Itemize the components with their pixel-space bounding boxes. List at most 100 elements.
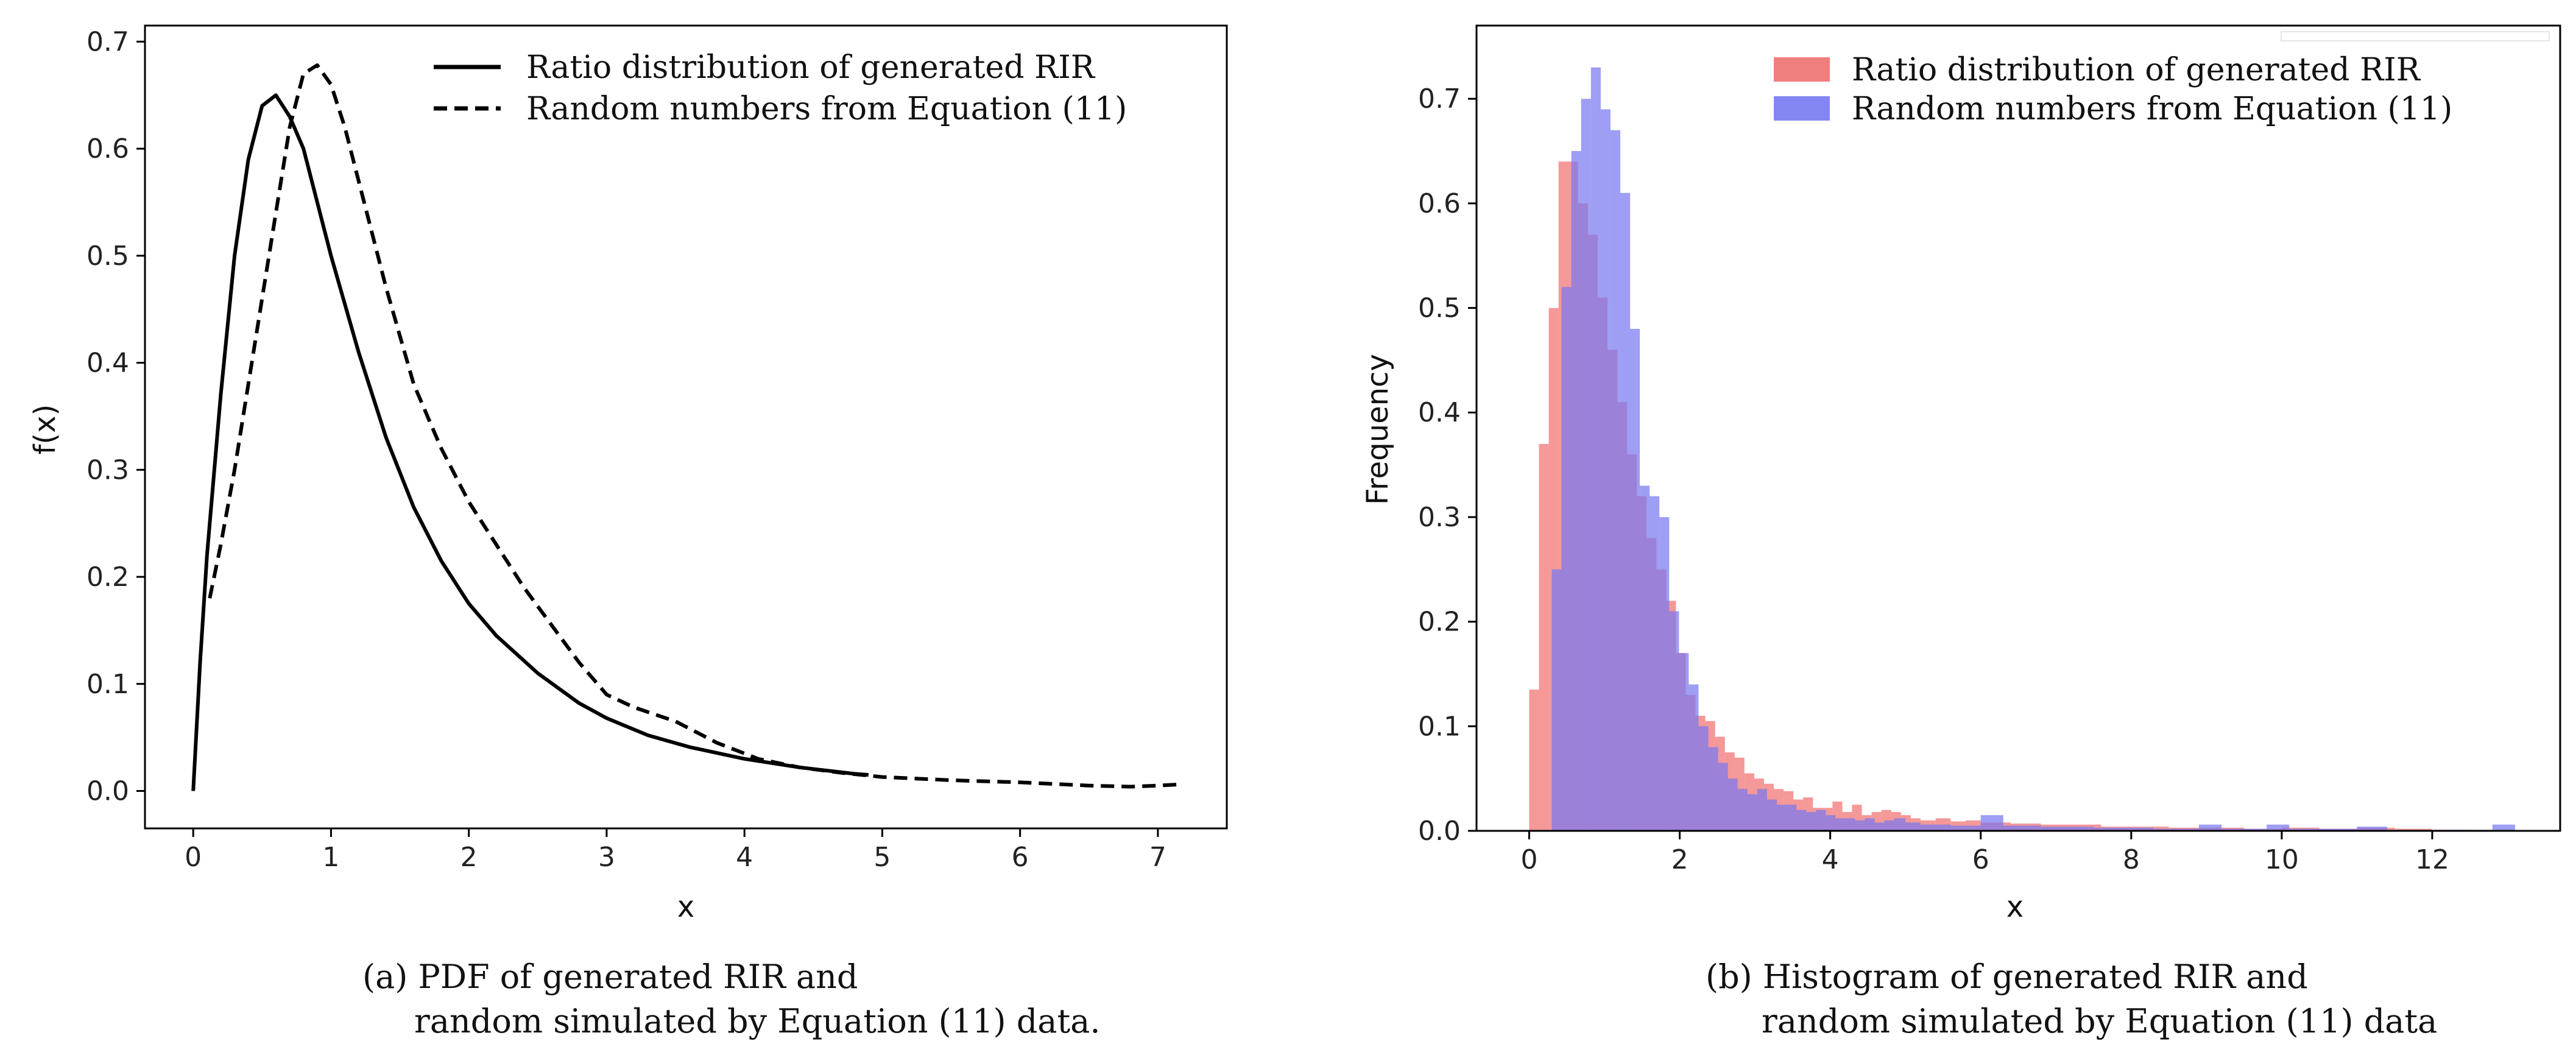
panel-b-x-tick-label: 4 [1822, 844, 1839, 875]
panel-a-legend-label-2: Random numbers from Equation (11) [526, 91, 1127, 127]
panel-b-histogram-chart: 0 2 4 6 8 10 12 0.0 0.1 0.2 0.3 0.4 0.5 0.6 0.7 x Freq… [1361, 24, 2561, 1040]
panel-b-y-tick-label: 0.1 [1418, 711, 1461, 742]
histogram-bar [1806, 812, 1816, 831]
histogram-bar [1650, 496, 1660, 831]
panel-a-axes-frame [144, 24, 1228, 830]
panel-b-legend: Ratio distribution of generated RIR Rand… [1774, 31, 2550, 127]
panel-b-y-tick-label: 0.2 [1418, 607, 1461, 638]
histogram-bar [1920, 824, 1936, 831]
histogram-bar [2289, 828, 2357, 831]
panel-a-y-tick-label: 0.1 [86, 669, 129, 700]
histogram-bar [1640, 485, 1650, 831]
histogram-bar [1551, 569, 1562, 831]
panel-a-series-solid-line [191, 93, 869, 791]
histogram-bar [1787, 805, 1797, 831]
panel-b-x-tick-label: 10 [2265, 844, 2299, 875]
histogram-bar [2492, 824, 2515, 831]
panel-b-legend-blue-swatch [1774, 96, 1830, 121]
histogram-bar [1816, 810, 1826, 831]
panel-b-x-tick-label: 2 [1671, 844, 1689, 875]
panel-b-x-tick-label: 6 [1972, 844, 1989, 875]
panel-b-y-tick-label: 0.4 [1418, 397, 1461, 428]
histogram-bar [1698, 726, 1709, 831]
histogram-bar [1590, 67, 1601, 831]
histogram-bar [1874, 822, 1885, 831]
panel-b-legend-label-1: Ratio distribution of generated RIR [1852, 52, 2421, 88]
panel-a-x-tick-label: 2 [461, 842, 478, 873]
panel-a-y-tick-label: 0.3 [86, 454, 129, 485]
panel-b-y-tick-label: 0.6 [1418, 188, 1461, 219]
panel-a-x-tick-label: 5 [873, 842, 891, 873]
histogram-bar [2357, 827, 2387, 831]
panel-b-y-tick-label: 0.7 [1418, 83, 1461, 115]
panel-a-y-tick-label: 0.5 [86, 241, 129, 272]
panel-b-legend-frame [2281, 31, 2550, 41]
panel-b-legend-red-swatch [1774, 57, 1830, 82]
panel-a-y-axis-label: f(x) [28, 404, 62, 455]
panel-a-caption-line-2: random simulated by Equation (11) data. [414, 1002, 1101, 1040]
panel-a-x-axis-label: x [677, 890, 694, 924]
histogram-bar [1935, 824, 1951, 831]
histogram-bar [1737, 789, 1748, 831]
panel-a-y-tick-label: 0.0 [86, 775, 129, 806]
histogram-bar [1727, 778, 1738, 831]
histogram-bar [1708, 747, 1718, 831]
histogram-bar [1620, 192, 1631, 831]
panel-a-y-tick-label: 0.6 [86, 133, 129, 164]
histogram-bar [2221, 828, 2267, 831]
panel-a-series [191, 63, 1179, 791]
histogram-bar [1766, 799, 1777, 831]
panel-a-legend-label-1: Ratio distribution of generated RIR [526, 49, 1096, 86]
histogram-bar [1718, 763, 1728, 831]
histogram-bar [1600, 109, 1611, 831]
histogram-bar [1659, 517, 1670, 831]
panel-a-x-tick-label: 4 [736, 842, 753, 873]
histogram-bar [2041, 827, 2094, 831]
histogram-bar [1884, 820, 1894, 831]
histogram-bar [1747, 794, 1757, 831]
panel-b-x-tick-label: 0 [1520, 844, 1537, 875]
histogram-bar [1757, 789, 1767, 831]
histogram-bar [2094, 827, 2154, 831]
panel-a-x-tick-label: 7 [1149, 842, 1166, 873]
panel-b-legend-label-2: Random numbers from Equation (11) [1852, 91, 2452, 127]
panel-b-y-axis-label: Frequency [1361, 354, 1395, 505]
histogram-bar [1529, 690, 1539, 831]
histogram-bar [1581, 99, 1591, 831]
histogram-bar [1561, 287, 1572, 831]
histogram-bar [1845, 818, 1855, 831]
histogram-bar [1689, 684, 1699, 831]
histogram-bar [2199, 824, 2222, 831]
panel-a-y-tick-label: 0.4 [86, 348, 129, 379]
histogram-bar [1610, 130, 1620, 831]
panel-a-y-tick-label: 0.2 [86, 562, 129, 593]
panel-b-x-axis-label: x [2006, 890, 2024, 924]
panel-b-caption-line-1: (b) Histogram of generated RIR and [1706, 958, 2308, 996]
panel-a-x-tick-label: 6 [1012, 842, 1029, 873]
histogram-bar [1776, 805, 1787, 831]
panel-a-x-tick-label: 0 [185, 842, 202, 873]
panel-a-legend: Ratio distribution of generated RIR Rand… [434, 49, 1127, 127]
histogram-bar [2267, 824, 2290, 831]
histogram-bar [1679, 653, 1689, 831]
panel-b-ticks: 0 2 4 6 8 10 12 0.0 0.1 0.2 0.3 0.4 0.5 0.6 0.7 [1418, 83, 2449, 875]
panel-b-caption-line-2: random simulated by Equation (11) data [1762, 1002, 2437, 1040]
panel-b-series-blue-bars [1551, 67, 2515, 831]
histogram-bar [1571, 151, 1581, 831]
panel-a-caption-line-1: (a) PDF of generated RIR and [362, 958, 858, 996]
panel-a-series-dashed-line [208, 63, 1179, 789]
panel-b-y-tick-label: 0.3 [1418, 502, 1461, 533]
histogram-bar [1894, 818, 1906, 831]
histogram-bar [1796, 810, 1807, 831]
histogram-bar [1905, 822, 1921, 831]
histogram-bar [1855, 820, 1865, 831]
panel-b-y-tick-label: 0.5 [1418, 293, 1461, 324]
panel-a-pdf-chart: 0 1 2 3 4 5 6 70.00.10.20.30.40.50.60.7 x f(x) … [28, 24, 1228, 1040]
panel-b-axes-frame [1475, 24, 2561, 832]
panel-b-series [1529, 67, 2515, 831]
histogram-bar [1865, 818, 1875, 831]
histogram-bar [1950, 825, 1981, 831]
panel-b-y-tick-label: 0.0 [1418, 816, 1461, 847]
panel-a-x-tick-label: 3 [598, 842, 615, 873]
